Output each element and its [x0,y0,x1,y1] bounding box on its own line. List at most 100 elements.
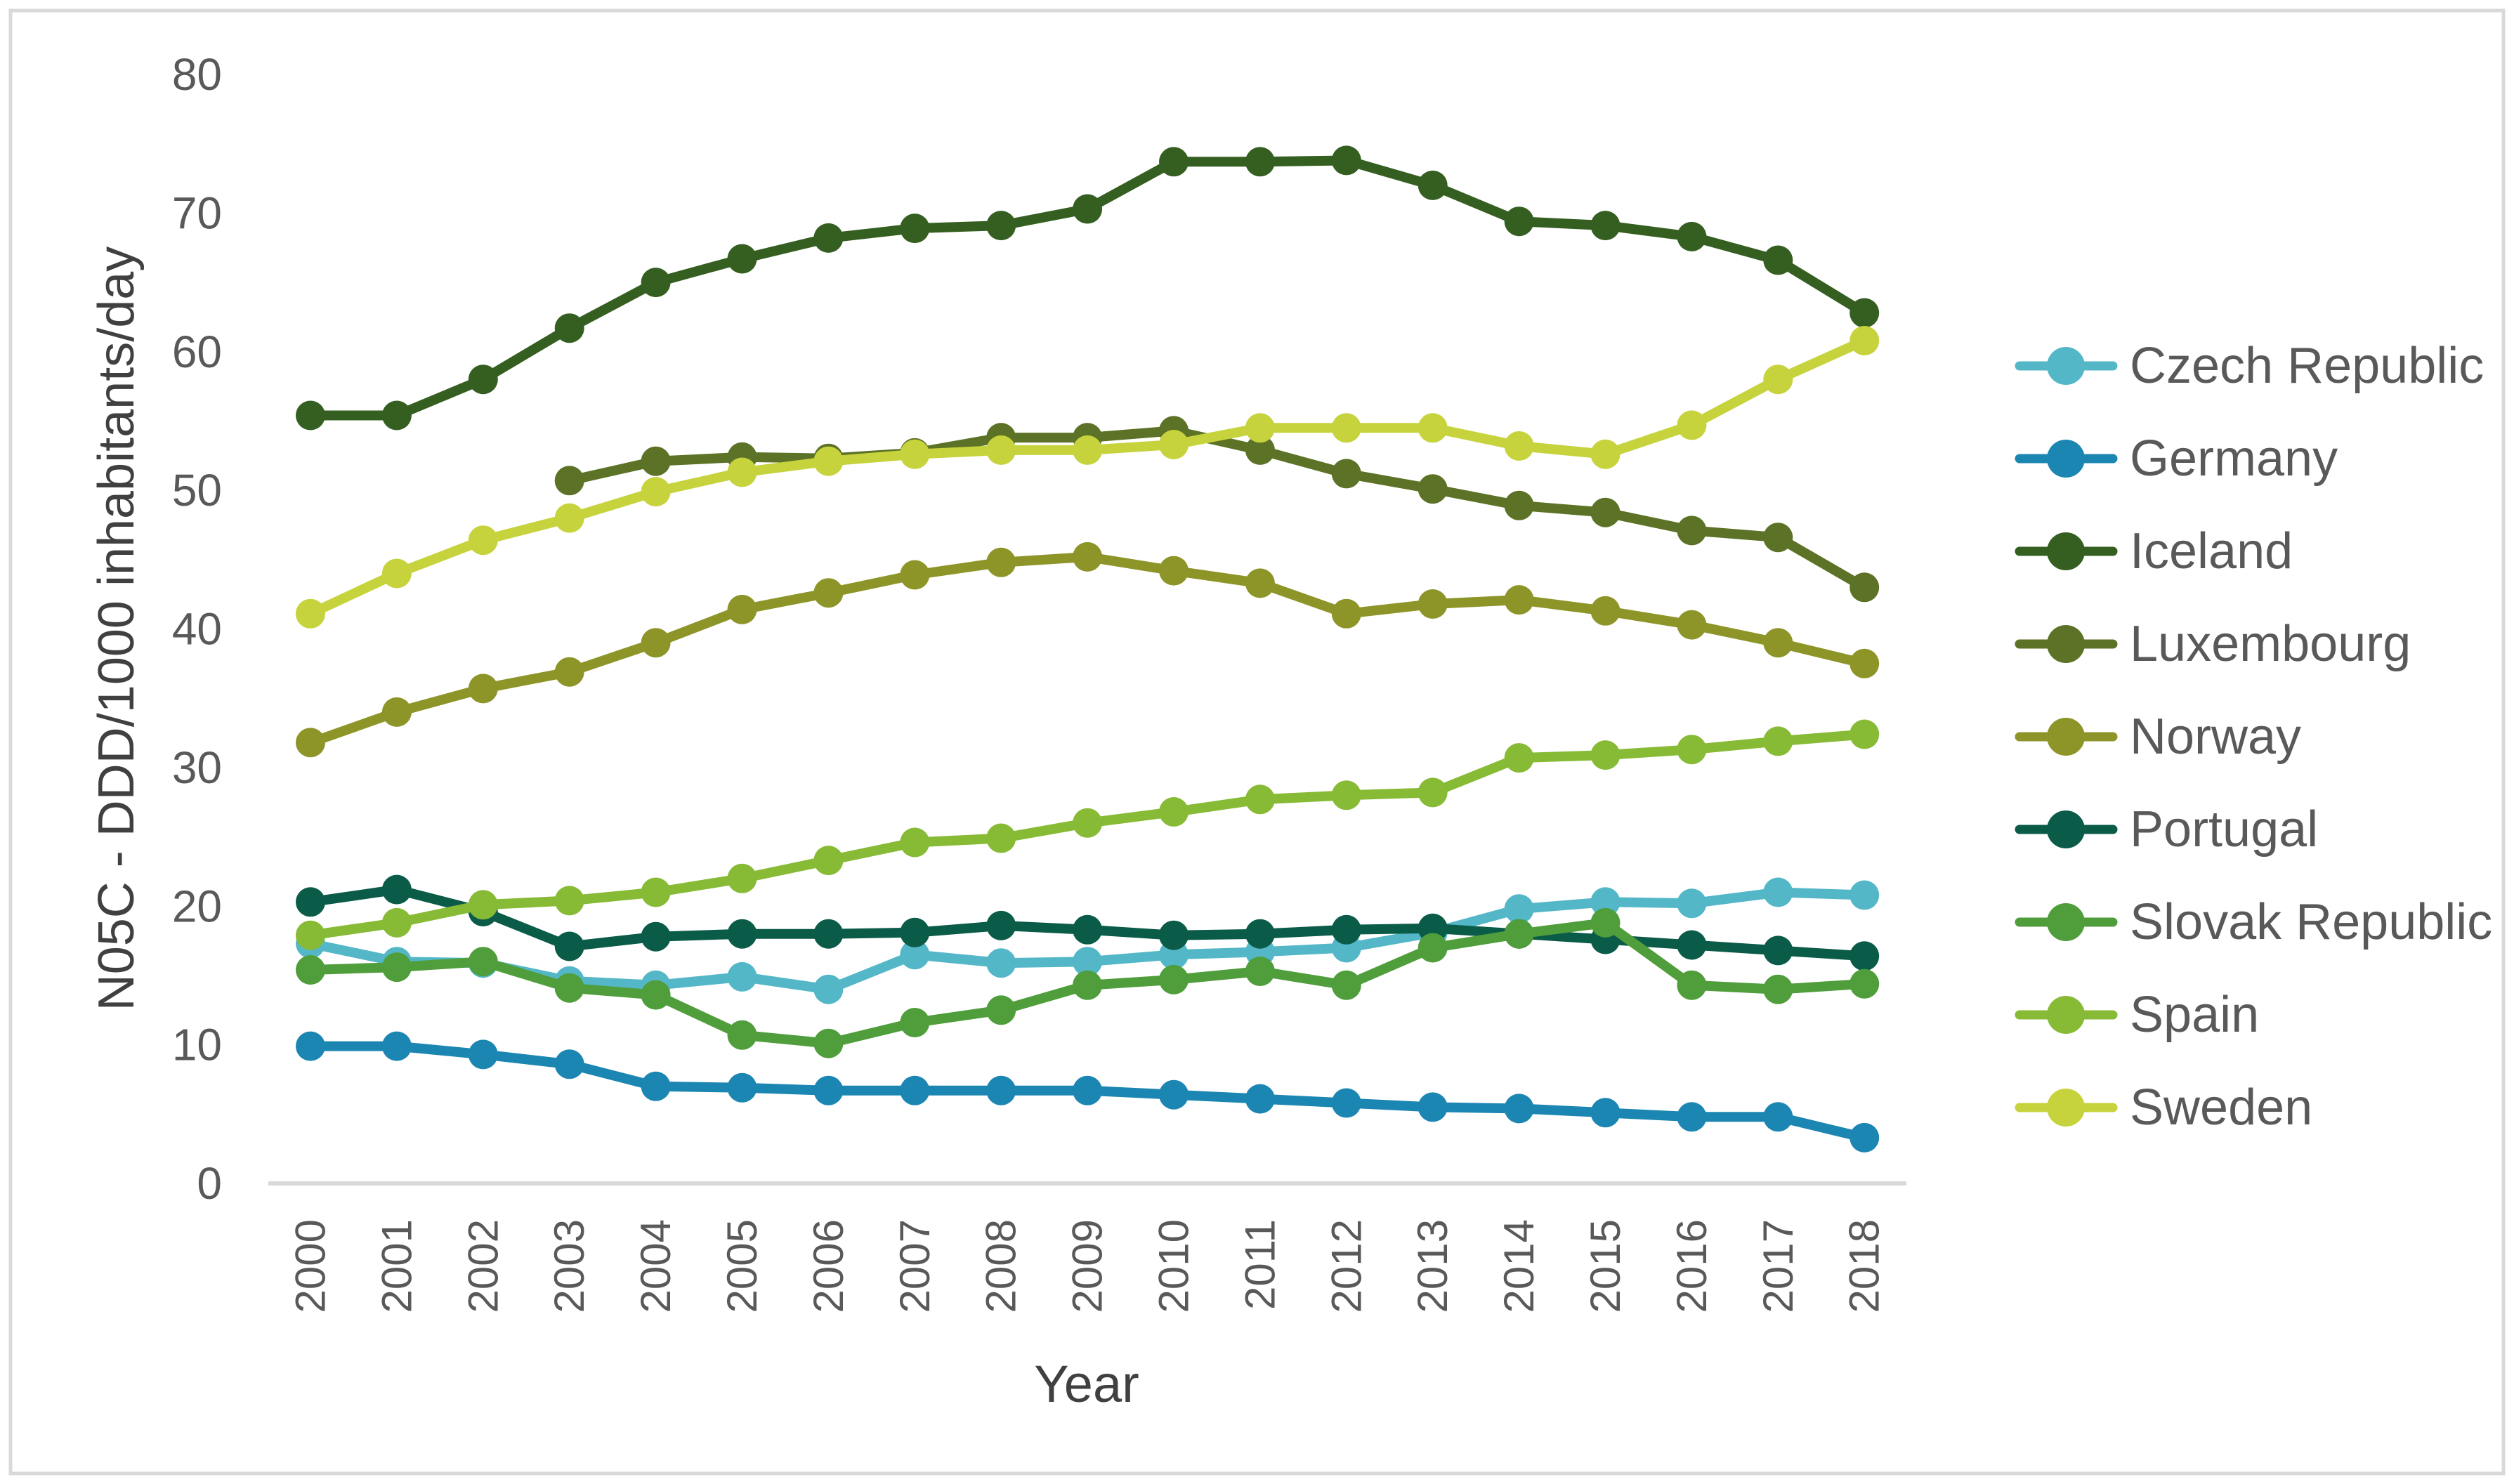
y-axis-tick-labels: 0 10 20 30 40 50 60 70 80 [172,49,222,1209]
series-point-slovak-republic-2009 [1073,970,1103,1000]
x-axis-tick-labels: 2000 2001 2002 2003 2004 2005 2006 2007 2008 2009… [287,1219,1888,1313]
series-point-iceland-2010 [1159,147,1189,177]
series-point-norway-2006 [813,578,844,608]
series-point-spain-2014 [1504,743,1534,773]
series-point-iceland-2017 [1763,245,1793,275]
x-tick-label: 2008 [978,1219,1025,1313]
y-tick-label: 30 [172,742,222,793]
series-point-germany-2017 [1763,1102,1793,1132]
legend-label: Czech Republic [2130,338,2484,394]
x-tick-label: 2009 [1064,1219,1111,1313]
x-tick-label: 2002 [459,1219,506,1313]
series-point-sweden-2005 [727,457,757,487]
series-point-slovak-republic-2011 [1245,957,1275,986]
legend-marker-dot [2047,532,2085,570]
y-tick-label: 20 [172,881,222,931]
series-point-luxembourg-2015 [1590,497,1621,527]
legend-marker-dot [2047,625,2085,663]
series-point-spain-2011 [1245,784,1275,815]
series-point-slovak-republic-2008 [986,995,1016,1025]
series-point-sweden-2002 [468,525,498,556]
series-point-luxembourg-2012 [1331,459,1361,489]
series-point-slovak-republic-2012 [1331,970,1361,1000]
legend-label: Spain [2130,987,2259,1043]
series-point-germany-2002 [468,1039,498,1070]
legend-item-spain: Spain [2015,987,2259,1043]
series-point-luxembourg-2013 [1418,474,1448,504]
legend-item-luxembourg: Luxembourg [2015,616,2411,672]
series-point-iceland-2005 [727,244,757,274]
series-point-portugal-2011 [1245,919,1275,949]
series-point-slovak-republic-2007 [900,1008,930,1037]
series-point-spain-2012 [1331,780,1361,810]
series-point-germany-2013 [1418,1092,1448,1122]
series-point-czech-republic-2009 [1073,947,1103,977]
legend-marker-dot [2047,810,2085,848]
series-point-norway-2010 [1159,556,1189,586]
series-point-iceland-2008 [986,211,1016,241]
series-point-spain-2000 [296,920,325,950]
x-tick-label: 2007 [891,1219,938,1313]
series-point-norway-2011 [1245,568,1275,598]
series-point-slovak-republic-2010 [1159,964,1189,994]
series-point-sweden-2016 [1677,410,1707,440]
x-axis-title: Year [1034,1355,1139,1413]
series-point-spain-2016 [1677,735,1707,765]
series-point-sweden-2011 [1245,413,1275,443]
series-point-slovak-republic-2017 [1763,974,1793,1004]
series-point-czech-republic-2015 [1590,887,1621,917]
series-point-spain-2010 [1159,797,1189,827]
series-point-slovak-republic-2006 [813,1028,844,1058]
series-point-sweden-2017 [1763,365,1793,395]
series-point-norway-2013 [1418,589,1448,619]
legend-label: Sweden [2130,1079,2312,1136]
series-point-germany-2003 [554,1049,584,1079]
legend-item-czech-republic: Czech Republic [2015,338,2484,394]
series-line-luxembourg [564,426,1870,593]
frame-border [8,8,2506,1476]
series-point-slovak-republic-2003 [554,973,584,1003]
series-point-germany-2008 [986,1075,1016,1105]
series-point-portugal-2005 [727,919,757,949]
series-point-iceland-2016 [1677,221,1707,251]
series-point-luxembourg-2016 [1677,516,1707,546]
series-point-norway-2000 [296,728,325,758]
x-tick-label: 2000 [287,1219,334,1313]
series-point-sweden-2009 [1073,435,1103,465]
legend-item-portugal: Portugal [2015,801,2318,858]
series-point-germany-2018 [1850,1122,1880,1153]
series-point-sweden-2012 [1331,413,1361,443]
x-tick-label: 2017 [1755,1219,1802,1313]
legend-marker-dot [2047,1089,2085,1127]
series-point-sweden-2010 [1159,430,1189,459]
series-point-slovak-republic-2000 [296,955,325,985]
y-tick-label: 60 [172,327,222,377]
x-tick-label: 2001 [373,1219,420,1313]
series-point-germany-2010 [1159,1079,1189,1110]
series-point-portugal-2000 [296,887,325,917]
y-tick-label: 70 [172,188,222,238]
series-point-germany-2011 [1245,1084,1275,1114]
series-point-portugal-2016 [1677,930,1707,960]
legend-item-sweden: Sweden [2015,1079,2312,1136]
series-point-spain-2007 [900,827,930,858]
x-tick-label: 2010 [1151,1219,1198,1313]
series-point-portugal-2012 [1331,914,1361,945]
y-tick-label: 0 [197,1158,222,1209]
y-tick-label: 40 [172,604,222,655]
series-point-slovak-republic-2013 [1418,933,1448,963]
series-point-spain-2013 [1418,777,1448,808]
series-point-luxembourg-2018 [1850,572,1880,603]
series-point-norway-2008 [986,547,1016,577]
legend-label: Germany [2130,431,2338,487]
legend-marker-dot [2047,903,2085,941]
series-point-czech-republic-2008 [986,948,1016,978]
series-point-norway-2009 [1073,541,1103,572]
y-tick-label: 50 [172,465,222,516]
series-point-germany-2000 [296,1031,325,1061]
series-point-norway-2016 [1677,610,1707,640]
series-point-germany-2001 [381,1031,412,1061]
series-point-portugal-2017 [1763,935,1793,966]
series-point-portugal-2006 [813,919,844,949]
legend-marker-dot [2047,440,2085,478]
